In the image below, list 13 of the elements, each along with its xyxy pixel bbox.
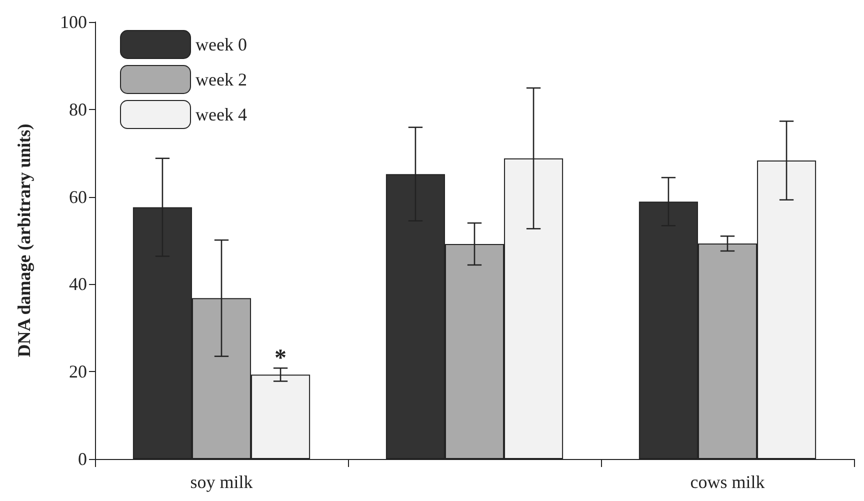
y-tick-label: 40 xyxy=(69,274,87,294)
y-tick-label: 60 xyxy=(69,186,87,207)
y-tick-label: 80 xyxy=(69,99,87,120)
legend-label: week 2 xyxy=(196,70,247,90)
y-tick-label: 100 xyxy=(60,12,87,32)
y-tick-label: 0 xyxy=(78,449,87,469)
legend-label: week 4 xyxy=(196,104,247,124)
annotation: * xyxy=(274,345,287,372)
y-axis-title: DNA damage (arbitrary units) xyxy=(14,124,34,358)
y-tick-label: 20 xyxy=(69,362,87,382)
legend-label: week 0 xyxy=(196,34,247,54)
x-tick-label: soy milk xyxy=(190,472,253,492)
x-tick-label: cows milk xyxy=(690,472,765,492)
